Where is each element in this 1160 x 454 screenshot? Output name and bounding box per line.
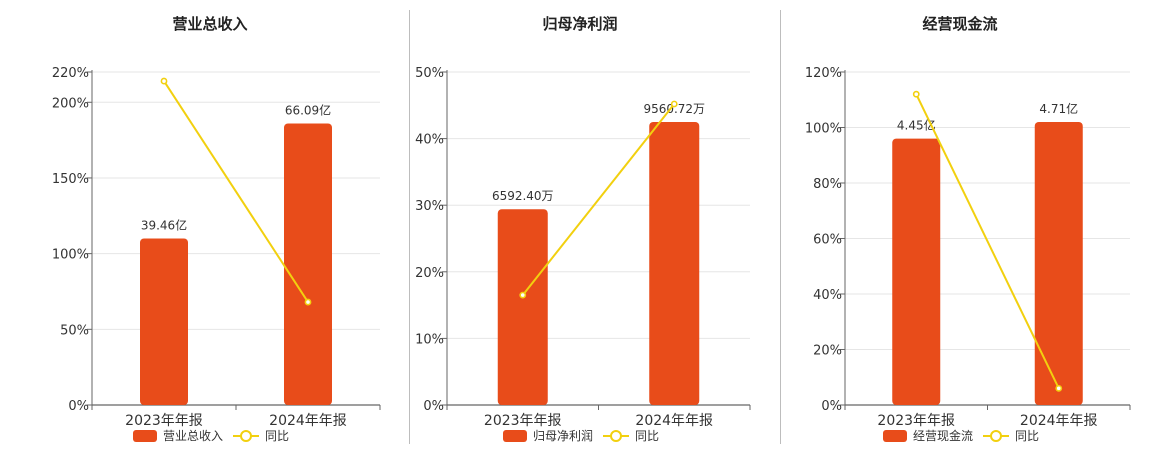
- legend-line-marker: [990, 430, 1002, 442]
- x-tick-label: 2024年年报: [1020, 413, 1098, 429]
- line-point: [912, 90, 920, 98]
- legend-bar-label: 营业总收入: [163, 429, 223, 443]
- legend-bar-swatch: [883, 430, 907, 442]
- y-tick-label: 120%: [805, 66, 842, 81]
- legend-line-marker: [240, 430, 252, 442]
- x-tick-label: 2024年年报: [635, 413, 713, 429]
- y-tick-label: 80%: [813, 177, 842, 192]
- legend-bar-swatch: [503, 430, 527, 442]
- y-tick-label: 50%: [415, 66, 444, 81]
- y-tick-label: 0%: [821, 399, 842, 414]
- legend-line-marker: [610, 430, 622, 442]
- bar: [497, 209, 548, 405]
- chart-panel-revenue: 营业总收入 0% 50% 100% 150% 200% 220% 2023年年报 2024年年报…: [0, 0, 408, 450]
- bar: [649, 121, 700, 405]
- line-series-yoy: [163, 80, 309, 303]
- bar: [284, 123, 332, 406]
- chart-svg: 营业总收入 0% 50% 100% 150% 200% 220% 2023年年报 2024年年报…: [52, 15, 381, 443]
- bar-data-label: 66.09亿: [285, 102, 331, 117]
- bar-data-label: 6592.40万: [492, 189, 554, 203]
- chart-title: 经营现金流: [922, 15, 997, 33]
- legend-line-label: 同比: [1015, 429, 1039, 443]
- legend-bar-label: 归母净利润: [533, 429, 593, 443]
- legend-bar-label: 经营现金流: [913, 428, 973, 443]
- y-tick-label: 20%: [415, 266, 444, 281]
- panel-divider: [409, 10, 410, 444]
- y-tick-label: 100%: [52, 248, 89, 263]
- chart-panel-net-profit: 归母净利润 0% 10% 20% 30% 40% 50% 2023年年报 2024年年报 6592…: [410, 0, 780, 450]
- line-point: [304, 298, 312, 306]
- line-point: [160, 77, 168, 85]
- bar-data-label: 39.46亿: [141, 218, 187, 233]
- chart-svg: 经营现金流 0% 20% 40% 60% 80% 100% 120% 2023年年报 2024年年…: [805, 15, 1131, 443]
- x-tick-label: 2023年年报: [877, 413, 955, 429]
- y-tick-label: 0%: [423, 399, 444, 414]
- line-series-yoy: [521, 103, 676, 296]
- y-tick-label: 150%: [52, 172, 89, 187]
- y-tick-label: 40%: [415, 133, 444, 148]
- y-tick-label: 20%: [813, 344, 842, 359]
- bar: [1034, 121, 1083, 405]
- legend-bar-swatch: [133, 430, 157, 442]
- legend-line-label: 同比: [635, 429, 659, 443]
- panel-divider: [780, 10, 781, 444]
- y-tick-label: 100%: [805, 122, 842, 137]
- y-tick-label: 200%: [52, 96, 89, 111]
- y-tick-label: 10%: [415, 332, 444, 347]
- y-tick-label: 30%: [415, 199, 444, 214]
- y-tick-label: 40%: [813, 288, 842, 303]
- y-tick-label: 220%: [52, 66, 89, 81]
- line-point: [670, 100, 678, 108]
- x-tick-label: 2024年年报: [269, 413, 347, 429]
- bar-data-label: 4.45亿: [897, 118, 936, 133]
- line-point: [519, 291, 527, 299]
- chart-title: 营业总收入: [172, 15, 247, 33]
- x-tick-label: 2023年年报: [484, 413, 562, 429]
- chart-svg: 归母净利润 0% 10% 20% 30% 40% 50% 2023年年报 2024年年报 6592…: [415, 15, 751, 443]
- bar-data-label: 9560.72万: [643, 102, 705, 116]
- bar: [892, 138, 941, 405]
- y-tick-label: 0%: [68, 399, 89, 414]
- x-tick-label: 2023年年报: [125, 413, 203, 429]
- legend-line-label: 同比: [265, 429, 289, 443]
- line-point: [1055, 384, 1063, 392]
- y-tick-label: 50%: [60, 323, 89, 338]
- chart-panel-cash-flow: 经营现金流 0% 20% 40% 60% 80% 100% 120% 2023年年报 2024年年…: [781, 0, 1160, 450]
- bar: [140, 238, 188, 405]
- bar-data-label: 4.71亿: [1039, 101, 1078, 116]
- chart-title: 归母净利润: [542, 15, 617, 33]
- y-tick-label: 60%: [813, 233, 842, 248]
- line-series-yoy: [915, 93, 1060, 389]
